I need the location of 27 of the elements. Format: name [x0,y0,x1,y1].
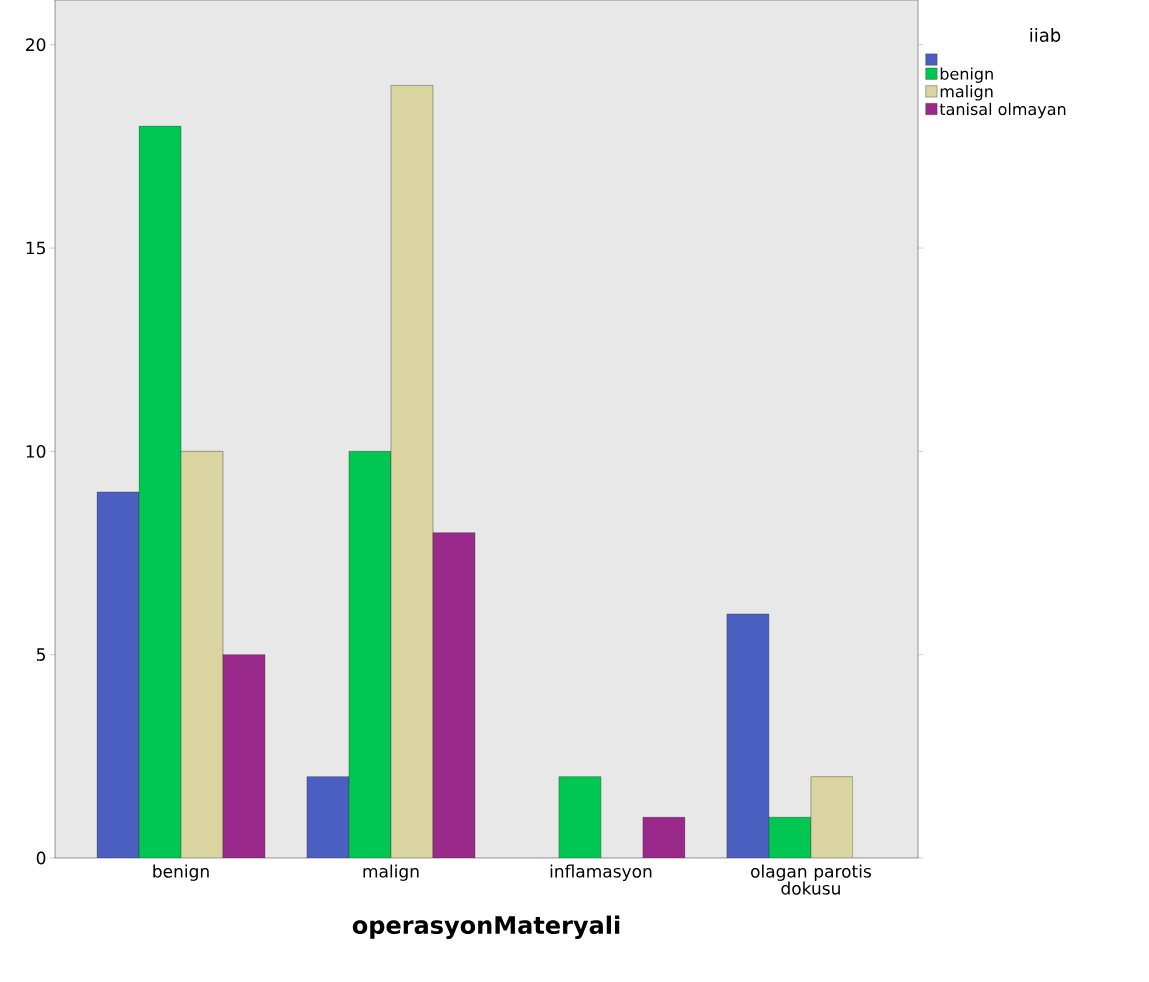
legend-title: iiab [1030,28,1061,42]
bar [306,776,350,858]
bar [348,451,392,858]
bar [642,817,686,858]
bar [96,491,140,858]
x-axis-title: operasyonMateryali [352,915,620,939]
y-tick-label: 15 [26,241,45,255]
bar [138,125,182,858]
bar [768,817,812,858]
bar [432,532,476,858]
x-tick-label: malign [363,864,419,881]
bar [222,654,266,858]
bar [180,451,224,858]
y-tick-label: 20 [26,38,46,52]
y-tick-label: 0 [36,851,46,865]
legend-label: benign [940,67,993,83]
x-tick-label: inflamasyon [550,864,652,881]
y-tick-label: 10 [26,444,46,458]
bar [558,776,602,858]
bar [726,613,770,858]
y-tick-label: 5 [36,648,45,661]
bar [390,85,434,858]
legend-label: malign [940,85,993,101]
x-tick-label: olagan parotis dokusu [751,864,871,895]
legend-label: tanisal olmayan [939,102,1066,119]
bar [810,776,854,858]
x-tick-label: benign [153,864,209,881]
